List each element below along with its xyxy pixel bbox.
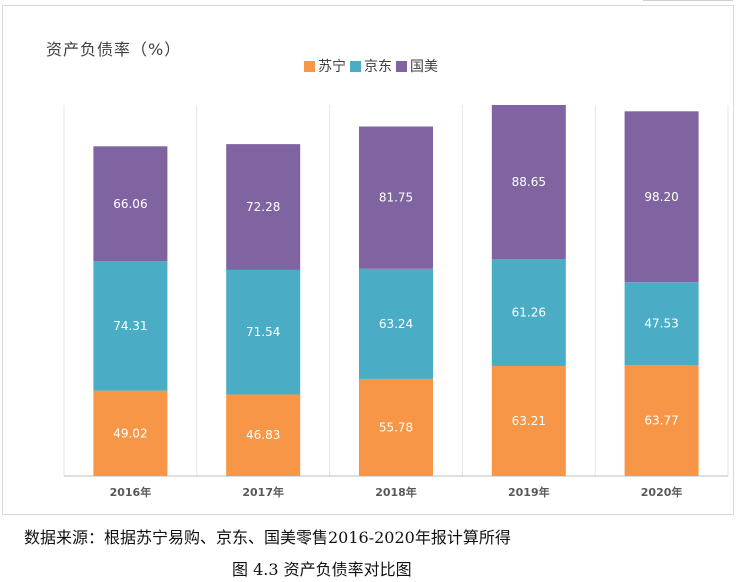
bar-segment-jd: [491, 259, 566, 366]
legend-item-jd: 京东: [350, 56, 392, 76]
bar-segment-suning: [93, 390, 168, 476]
legend-swatch-gome: [396, 60, 407, 72]
data-label: 47.53: [644, 317, 678, 331]
data-label: 72.28: [246, 200, 280, 214]
x-tick-label: 2020年: [641, 485, 683, 499]
data-label: 61.26: [512, 306, 546, 320]
data-label: 46.83: [246, 428, 280, 442]
data-label: 63.24: [379, 317, 413, 331]
x-tick-label: 2018年: [375, 485, 417, 499]
legend-swatch-suning: [304, 60, 315, 72]
bar-segment-gome: [491, 105, 566, 260]
legend-item-gome: 国美: [396, 56, 438, 76]
data-label: 55.78: [379, 420, 413, 434]
data-label: 49.02: [113, 426, 147, 440]
data-label: 63.21: [512, 414, 546, 428]
figure-caption: 图 4.3 资产负债率对比图: [232, 560, 412, 579]
bar-segment-suning: [624, 364, 699, 476]
bar-segment-jd: [93, 261, 168, 391]
data-label: 81.75: [379, 191, 413, 205]
legend-label-gome: 国美: [410, 59, 438, 75]
bar-segment-jd: [624, 282, 699, 365]
data-label: 63.77: [644, 413, 678, 427]
bar-segment-gome: [93, 146, 168, 262]
chart-legend: 苏宁 京东 国美: [304, 56, 442, 76]
bar-segment-suning: [491, 365, 566, 476]
bar-segment-suning: [226, 394, 301, 476]
data-label: 74.31: [113, 319, 147, 333]
bar-segment-suning: [359, 378, 433, 476]
stacked-bar-chart: 49.02 74.31 66.06 2016年 46.83 71.54 72.28 2017年…: [63, 105, 729, 499]
data-label: 88.65: [512, 175, 546, 189]
legend-item-suning: 苏宁: [304, 56, 346, 76]
bar-segment-gome: [624, 111, 699, 283]
divider-line: [643, 0, 733, 1]
bar-segment-jd: [226, 269, 301, 395]
bar-segment-jd: [359, 268, 433, 379]
data-label: 98.20: [644, 190, 678, 204]
chart-title: 资产负债率（%）: [46, 40, 182, 59]
source-note: 数据来源：根据苏宁易购、京东、国美零售2016-2020年报计算所得: [24, 528, 511, 547]
legend-label-jd: 京东: [364, 59, 392, 75]
x-tick-label: 2016年: [110, 485, 152, 499]
x-tick-label: 2019年: [508, 485, 550, 499]
data-label: 66.06: [113, 197, 147, 211]
bar-segment-gome: [359, 126, 433, 269]
bar-segment-gome: [226, 144, 301, 270]
data-label: 71.54: [246, 325, 280, 339]
legend-swatch-jd: [350, 60, 361, 72]
legend-label-suning: 苏宁: [318, 59, 346, 75]
x-tick-label: 2017年: [242, 485, 284, 499]
